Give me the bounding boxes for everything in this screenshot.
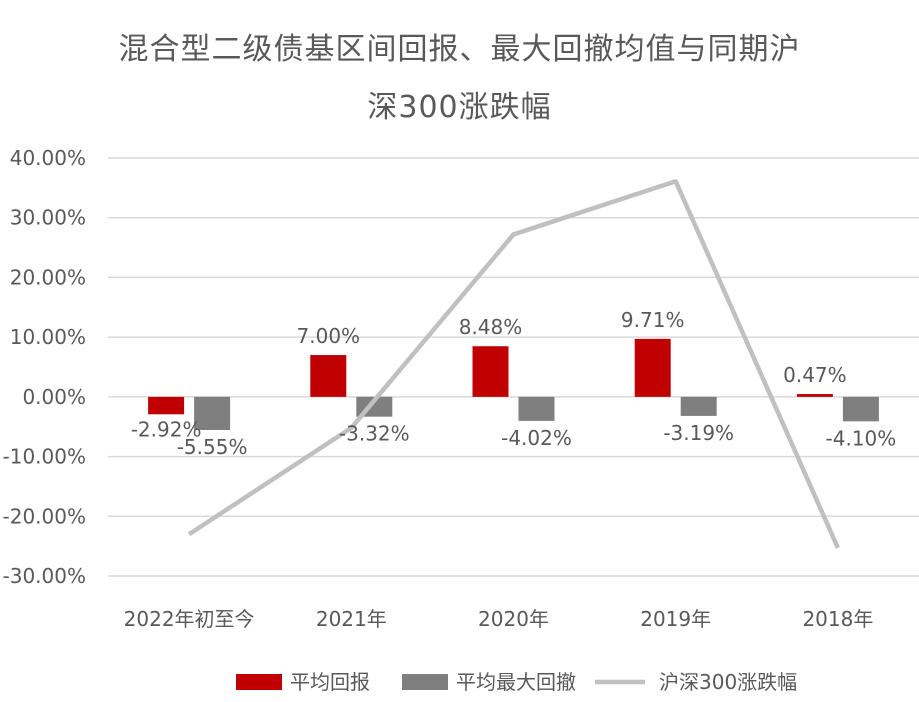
x-tick-label: 2019年: [640, 607, 711, 631]
x-tick-label: 2020年: [478, 607, 549, 631]
x-tick-label: 2022年初至今: [124, 607, 255, 631]
x-tick-label: 2021年: [316, 607, 387, 631]
y-tick-label: 0.00%: [22, 385, 86, 409]
y-tick-label: -10.00%: [3, 445, 86, 469]
legend-label: 沪深300涨跌幅: [659, 670, 797, 694]
legend-label: 平均最大回撤: [456, 670, 576, 694]
chart-title-line2: 深300涨跌幅: [367, 90, 552, 125]
y-tick-label: -30.00%: [3, 564, 86, 588]
bar-avg-return: [310, 355, 347, 397]
data-label: -3.32%: [339, 422, 410, 446]
y-tick-label: 20.00%: [10, 265, 86, 289]
bar-avg-return: [148, 396, 185, 415]
legend-swatch: [402, 674, 448, 690]
bar-avg-drawdown: [194, 396, 231, 430]
series-line-hs300: [187, 179, 840, 549]
x-tick-label: 2018年: [802, 607, 873, 631]
bar-avg-return: [796, 394, 833, 397]
data-label: -4.02%: [501, 426, 572, 450]
bar-avg-return: [634, 338, 671, 397]
data-label: 7.00%: [297, 324, 361, 348]
data-label: 0.47%: [783, 363, 847, 387]
bar-avg-drawdown: [680, 396, 717, 416]
data-label: -5.55%: [177, 435, 248, 459]
data-label: -4.10%: [826, 426, 897, 450]
y-tick-label: 40.00%: [10, 146, 86, 170]
legend-label: 平均回报: [290, 670, 370, 694]
data-label: 9.71%: [621, 308, 685, 332]
chart-title-line1: 混合型二级债基区间回报、最大回撤均值与同期沪: [118, 32, 801, 67]
y-tick-label: 10.00%: [10, 325, 86, 349]
data-label: -3.19%: [663, 421, 734, 445]
bar-avg-return: [472, 346, 509, 397]
legend-swatch: [236, 674, 282, 690]
y-tick-label: -20.00%: [3, 504, 86, 528]
y-tick-label: 30.00%: [10, 206, 86, 230]
bar-avg-drawdown: [842, 396, 879, 422]
data-label: 8.48%: [459, 315, 523, 339]
data-label: -2.92%: [131, 417, 202, 441]
bar-avg-drawdown: [518, 396, 555, 421]
